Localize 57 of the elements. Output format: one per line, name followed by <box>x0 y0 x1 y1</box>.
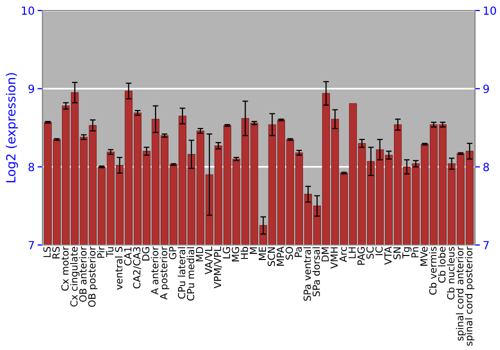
x-tick-label: DG <box>142 247 150 260</box>
x-tick-label: CPu medial <box>186 247 194 301</box>
x-tick-label: spinal cord posterior <box>464 246 474 346</box>
x-tick-label: LG <box>222 247 230 258</box>
y2-tick-label: 8 <box>483 162 489 172</box>
x-tick-label: OB anterior <box>79 246 87 302</box>
x-tick-label: ME <box>258 247 266 260</box>
x-tick-label: A posterior <box>160 246 170 300</box>
y-tick-label: 9 <box>28 84 34 94</box>
x-tick-label: MPA <box>276 246 284 266</box>
x-tick-label: LH <box>348 247 356 258</box>
x-tick-label: Pa <box>294 247 302 257</box>
x-tick-label: ventral S <box>114 246 122 290</box>
x-tick-label: spinal cord anterior <box>456 246 466 341</box>
x-tick-label: Tu <box>106 247 114 258</box>
x-tick-label: VMH <box>330 247 338 269</box>
x-tick-label: VTA <box>384 246 392 265</box>
x-tick-label: SPa ventral <box>303 247 311 301</box>
x-tick-label: IC <box>375 246 383 256</box>
x-tick-label: MG <box>232 247 240 262</box>
x-tick-label: Pir <box>97 246 104 258</box>
x-tick-label: A anterior <box>150 246 158 295</box>
x-tick-label: Cx cingulate <box>70 246 80 306</box>
x-tick-label: M <box>250 247 257 254</box>
x-tick-label: LS <box>43 246 51 258</box>
x-tick-label: SCN <box>268 247 276 266</box>
x-tick-label: MD <box>196 246 204 262</box>
x-tick-label: Cb lobe <box>438 246 446 283</box>
x-tick-label: SC <box>366 246 374 259</box>
x-tick-label: Pn <box>411 247 418 258</box>
y2-tick-label: 10 <box>484 6 496 15</box>
x-tick-label: VPM/VPL <box>214 246 222 288</box>
x-tick-label: DM <box>322 247 329 262</box>
x-tick-label: CPu lateral <box>178 247 186 299</box>
x-tick-label: PAG <box>357 247 365 265</box>
y-tick-label: 8 <box>28 162 34 172</box>
x-tick-label: GP <box>168 246 176 260</box>
x-tick-label: SO <box>286 246 293 260</box>
y-axis-title: Log2 (expression) <box>6 73 18 182</box>
x-tick-label: SPa dorsal <box>312 247 320 296</box>
x-tick-label: MVe <box>420 246 428 266</box>
x-tick-label: Arc <box>340 246 347 262</box>
x-tick-label: Cb nucleus <box>446 246 454 300</box>
x-tick-label: Cx motor <box>61 246 69 291</box>
x-tick-label: Hb <box>240 246 248 259</box>
y-tick-label: 7 <box>28 241 34 250</box>
x-tick-label: Tg <box>402 247 412 259</box>
x-tick-label: VA/VL <box>204 246 213 274</box>
x-tick-label: CA1 <box>124 247 132 266</box>
x-tick-label: SN <box>393 247 401 260</box>
y2-tick-label: 7 <box>484 241 489 250</box>
x-tick-label: CA2/CA3 <box>133 247 142 288</box>
x-tick-label: OB posterior <box>88 246 98 307</box>
x-tick-label: RS <box>52 246 60 258</box>
y-tick-label: 10 <box>22 6 34 15</box>
y2-tick-label: 9 <box>483 84 489 94</box>
x-tick-label: Cb vermis <box>429 246 437 295</box>
